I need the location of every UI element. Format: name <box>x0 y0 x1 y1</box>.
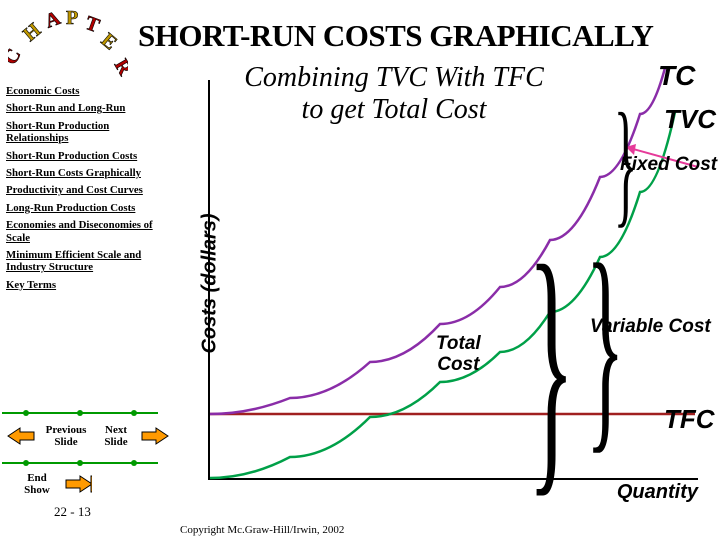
sidebar-item-sr-costs-graphically[interactable]: Short-Run Costs Graphically <box>0 165 160 181</box>
svg-text:A: A <box>42 8 64 33</box>
chapter-badge: C H A P T E R <box>8 8 128 78</box>
page-number: 22 - 13 <box>54 504 91 520</box>
svg-text:C: C <box>8 45 26 69</box>
previous-slide-button[interactable]: Previous Slide <box>40 424 92 448</box>
decorative-rule <box>2 410 158 416</box>
svg-text:H: H <box>19 19 45 46</box>
sidebar-item-lr-prod-costs[interactable]: Long-Run Production Costs <box>0 200 160 216</box>
sidebar-item-min-efficient-scale[interactable]: Minimum Efficient Scale and Industry Str… <box>0 247 160 276</box>
end-show-button[interactable]: End Show <box>16 472 58 496</box>
sidebar-item-sr-prod-rel[interactable]: Short-Run Production Relationships <box>0 118 160 147</box>
total-cost-anno: Total Cost <box>436 334 481 376</box>
svg-text:E: E <box>97 29 121 54</box>
sidebar: Economic Costs Short-Run and Long-Run Sh… <box>0 82 160 294</box>
decorative-rule <box>2 460 158 466</box>
next-slide-button[interactable]: Next Slide <box>96 424 136 448</box>
sidebar-item-economies-scale[interactable]: Economies and Diseconomies of Scale <box>0 217 160 246</box>
tc-label: TC <box>658 60 695 92</box>
sidebar-item-key-terms[interactable]: Key Terms <box>0 277 160 293</box>
svg-text:T: T <box>82 12 103 37</box>
sidebar-item-economic-costs[interactable]: Economic Costs <box>0 83 160 99</box>
sidebar-item-productivity-curves[interactable]: Productivity and Cost Curves <box>0 182 160 198</box>
cost-curves-chart: Costs (dollars) Quantity Combining TVC W… <box>170 62 718 502</box>
tfc-label: TFC <box>664 404 715 435</box>
svg-text:P: P <box>66 8 78 29</box>
page-title: SHORT-RUN COSTS GRAPHICALLY <box>138 18 653 54</box>
tvc-label: TVC <box>664 104 716 135</box>
sidebar-item-sr-prod-costs[interactable]: Short-Run Production Costs <box>0 148 160 164</box>
svg-text:R: R <box>110 56 128 79</box>
total-brace-icon: } <box>528 202 575 525</box>
sidebar-item-short-long-run[interactable]: Short-Run and Long-Run <box>0 100 160 116</box>
copyright-text: Copyright Mc.Graw-Hill/Irwin, 2002 <box>180 524 344 536</box>
variable-brace-icon: } <box>586 212 625 477</box>
prev-arrow-icon[interactable] <box>6 426 36 446</box>
next-arrow-icon[interactable] <box>140 426 170 446</box>
end-show-icon[interactable] <box>62 474 92 494</box>
